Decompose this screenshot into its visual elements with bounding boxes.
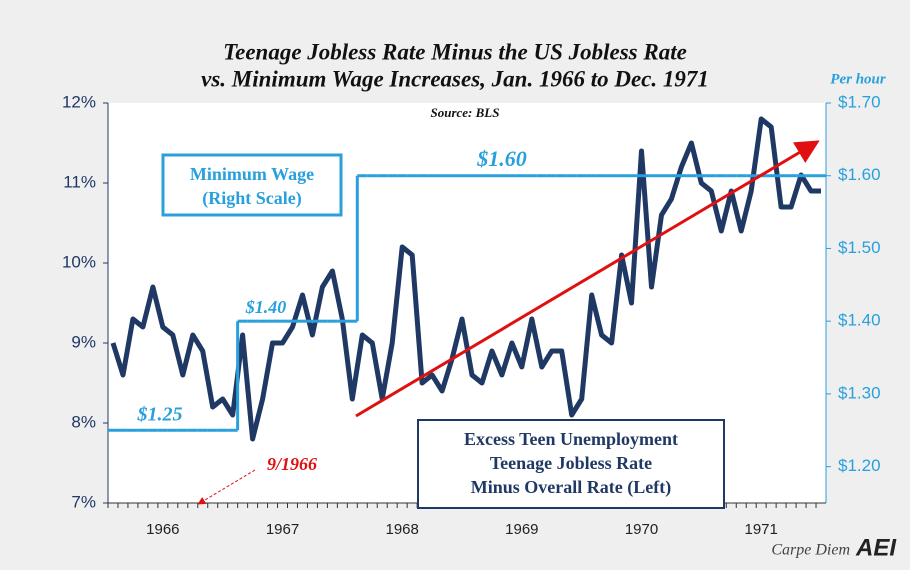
y-tick-label: 10% [62, 252, 96, 271]
y2-axis-label: Per hour [830, 71, 886, 87]
legend-box [417, 419, 725, 509]
chart-subtitle: Source: BLS [431, 105, 500, 120]
x-tick-label: 1968 [385, 521, 418, 538]
legend-description: Minus Overall Rate (Left) [471, 477, 671, 498]
annotation: 9/1966 [267, 454, 317, 474]
y-tick-label: 11% [63, 172, 96, 191]
legend-description: (Right Scale) [202, 188, 301, 209]
annotation: $1.40 [245, 297, 287, 317]
y2-tick-label: $1.60 [838, 165, 881, 184]
x-tick-label: 1967 [266, 521, 299, 538]
credit-blog: Carpe Diem [771, 542, 850, 559]
y2-tick-label: $1.40 [838, 311, 881, 330]
x-tick-label: 1966 [146, 521, 179, 538]
y2-tick-label: $1.30 [838, 383, 881, 402]
legend-label: Excess Teen Unemployment [464, 429, 678, 449]
teen-line [110, 116, 821, 442]
chart-title: Teenage Jobless Rate Minus the US Jobles… [223, 39, 687, 64]
y-tick-label: 8% [71, 412, 96, 431]
pointer-arrow [197, 469, 256, 505]
legend-description: Teenage Jobless Rate [490, 453, 652, 473]
x-tick-label: 1971 [744, 521, 777, 538]
credit-logo: AEI [855, 534, 897, 561]
chart-title: vs. Minimum Wage Increases, Jan. 1966 to… [201, 66, 709, 91]
y-tick-label: 12% [62, 92, 96, 111]
y2-tick-label: $1.70 [838, 92, 881, 111]
legend-label: Minimum Wage [190, 164, 314, 184]
legend-box [161, 153, 343, 217]
y-tick-label: 9% [71, 332, 96, 351]
x-tick-label: 1970 [625, 521, 658, 538]
y-tick-label: 7% [71, 492, 96, 511]
annotation: $1.60 [476, 146, 527, 171]
annotation: $1.25 [137, 404, 183, 426]
y2-tick-label: $1.50 [838, 238, 881, 257]
trend-arrow [355, 140, 820, 418]
y2-tick-label: $1.20 [838, 456, 881, 475]
x-tick-label: 1969 [505, 521, 538, 538]
